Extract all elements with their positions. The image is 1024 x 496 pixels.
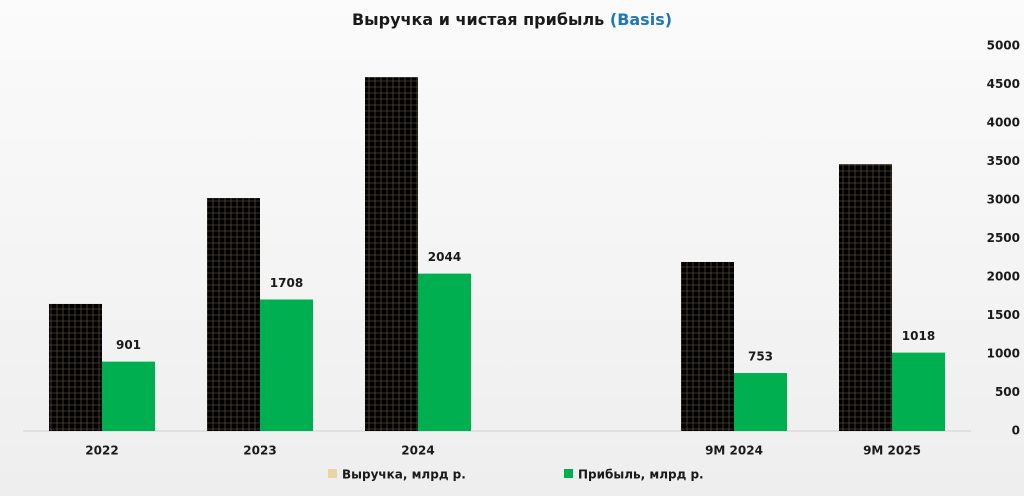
x-tick-label: 2023: [243, 444, 276, 458]
y-tick-label: 4500: [987, 77, 1020, 91]
data-label: 1018: [902, 329, 935, 343]
bar: [734, 373, 787, 431]
bar: [260, 299, 313, 431]
x-tick-label: 9M 2025: [863, 444, 921, 458]
bar: [681, 261, 734, 431]
y-tick-label: 2500: [987, 231, 1020, 245]
y-tick-label: 1500: [987, 308, 1020, 322]
y-tick-label: 1000: [987, 347, 1020, 361]
y-tick-label: 3500: [987, 154, 1020, 168]
bar: [365, 77, 418, 431]
bar: [839, 164, 892, 431]
x-tick-label: 2024: [401, 444, 434, 458]
data-label: 753: [748, 350, 773, 364]
chart-title: Выручка и чистая прибыль (Basis): [352, 10, 672, 29]
legend-label: Выручка, млрд р.: [342, 468, 466, 482]
x-tick-label: 2022: [85, 444, 118, 458]
bar: [892, 352, 945, 431]
data-label: 2044: [428, 250, 461, 264]
y-tick-label: 3000: [987, 193, 1020, 207]
legend-label: Прибыль, млрд р.: [578, 468, 704, 482]
bar: [207, 198, 260, 431]
y-tick-label: 2000: [987, 270, 1020, 284]
y-tick-label: 4000: [987, 116, 1020, 130]
data-label: 901: [116, 338, 141, 352]
bar: [102, 361, 155, 431]
y-tick-label: 5000: [987, 39, 1020, 53]
y-tick-label: 0: [1012, 424, 1020, 438]
x-tick-label: 9M 2024: [705, 444, 763, 458]
bar: [49, 303, 102, 431]
bar: [418, 273, 471, 431]
legend-swatch: [564, 469, 573, 478]
legend-swatch: [328, 469, 337, 478]
data-label: 1708: [270, 276, 303, 290]
y-tick-label: 500: [995, 385, 1020, 399]
